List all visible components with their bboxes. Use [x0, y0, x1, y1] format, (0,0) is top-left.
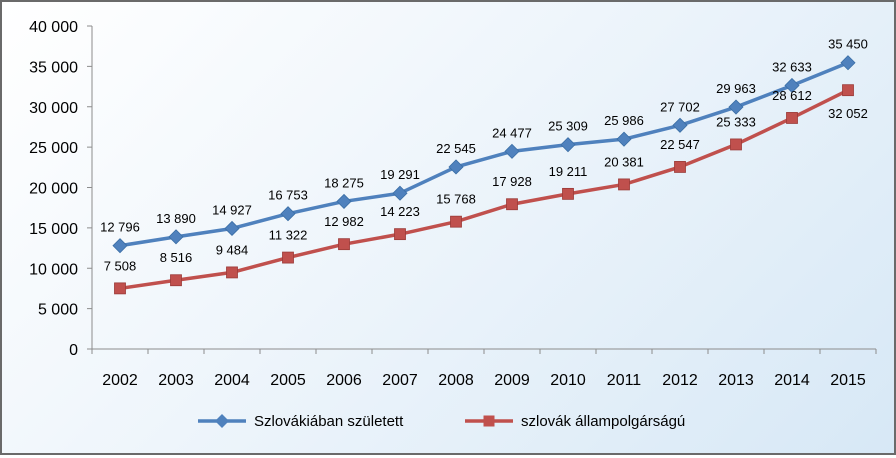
y-tick-label: 25 000: [29, 140, 78, 157]
series-line-2: [119, 88, 849, 291]
data-label: 19 211: [549, 164, 588, 179]
x-tick-label: 2008: [438, 372, 474, 389]
data-point: [560, 137, 576, 153]
data-label: 24 477: [492, 125, 532, 140]
data-point: [784, 77, 800, 94]
data-point: [112, 238, 128, 254]
data-point: [842, 84, 854, 97]
x-tick-label: 2003: [158, 372, 194, 389]
y-tick-label: 35 000: [29, 59, 78, 76]
x-tick-label: 2006: [326, 372, 362, 389]
data-point: [114, 282, 126, 295]
data-point: [504, 143, 520, 159]
data-label: 9 484: [216, 242, 249, 257]
x-tick-label: 2002: [102, 372, 138, 389]
data-label: 25 309: [548, 119, 588, 134]
data-label: 19 291: [380, 167, 420, 182]
data-label: 11 322: [269, 228, 308, 243]
data-label: 25 333: [716, 114, 756, 129]
y-tick-label: 15 000: [29, 221, 78, 238]
data-point: [840, 55, 856, 71]
data-label: 8 516: [160, 250, 193, 265]
data-label: 12 796: [100, 220, 140, 235]
y-tick-label: 10 000: [29, 261, 78, 278]
data-point: [674, 161, 686, 173]
y-tick-label: 5 000: [38, 302, 78, 319]
data-label: 35 450: [828, 37, 868, 52]
data-label: 15 768: [436, 192, 476, 207]
data-label: 32 052: [828, 106, 868, 121]
x-tick-label: 2015: [830, 372, 866, 389]
x-tick-label: 2009: [494, 372, 530, 389]
x-tick-label: 2004: [214, 372, 250, 389]
data-label: 17 928: [492, 174, 532, 189]
data-label: 25 986: [604, 113, 644, 128]
data-label: 16 753: [268, 188, 308, 203]
data-label: 27 702: [660, 99, 700, 114]
legend-label-2: szlovák állampolgárságú: [521, 413, 685, 430]
data-point: [450, 215, 462, 228]
x-tick-label: 2013: [718, 372, 754, 389]
legend-marker-2: [483, 415, 495, 427]
data-point: [448, 159, 464, 175]
data-point: [786, 112, 798, 124]
data-label: 32 633: [772, 59, 812, 74]
y-tick-label: 30 000: [29, 100, 78, 117]
data-point: [616, 131, 632, 147]
data-label: 12 982: [324, 214, 364, 229]
y-tick-label: 40 000: [29, 19, 78, 36]
data-point: [394, 228, 406, 241]
data-point: [618, 178, 630, 191]
x-tick-label: 2012: [662, 372, 698, 389]
data-label: 13 890: [156, 211, 196, 226]
data-label: 14 927: [212, 202, 252, 217]
x-tick-label: 2011: [607, 372, 642, 389]
x-tick-label: 2007: [382, 372, 418, 389]
data-label: 22 547: [660, 137, 700, 152]
data-label: 28 612: [772, 88, 812, 103]
x-tick-label: 2010: [550, 372, 586, 389]
y-tick-label: 20 000: [29, 181, 78, 198]
legend-marker-1: [215, 414, 229, 428]
data-label: 29 963: [716, 81, 756, 96]
y-tick-label: 0: [69, 342, 78, 359]
data-label: 22 545: [436, 141, 476, 156]
data-point: [728, 99, 744, 115]
data-point: [282, 251, 294, 264]
data-label: 14 223: [380, 204, 420, 219]
data-point: [730, 138, 742, 151]
legend-label-1: Szlovákiában született: [254, 413, 404, 430]
data-point: [280, 206, 296, 222]
data-point: [562, 187, 574, 200]
data-point: [224, 220, 240, 237]
data-label: 20 381: [604, 154, 644, 169]
data-point: [168, 229, 184, 245]
data-point: [506, 198, 518, 211]
x-tick-label: 2005: [270, 372, 306, 389]
data-point: [170, 274, 182, 287]
data-point: [338, 238, 350, 251]
data-point: [226, 266, 238, 279]
data-label: 18 275: [324, 175, 364, 190]
data-point: [672, 117, 688, 133]
data-point: [392, 185, 408, 201]
x-tick-label: 2014: [774, 372, 810, 389]
data-point: [336, 193, 352, 209]
series-line-1: [119, 61, 849, 248]
data-label: 7 508: [104, 258, 137, 273]
